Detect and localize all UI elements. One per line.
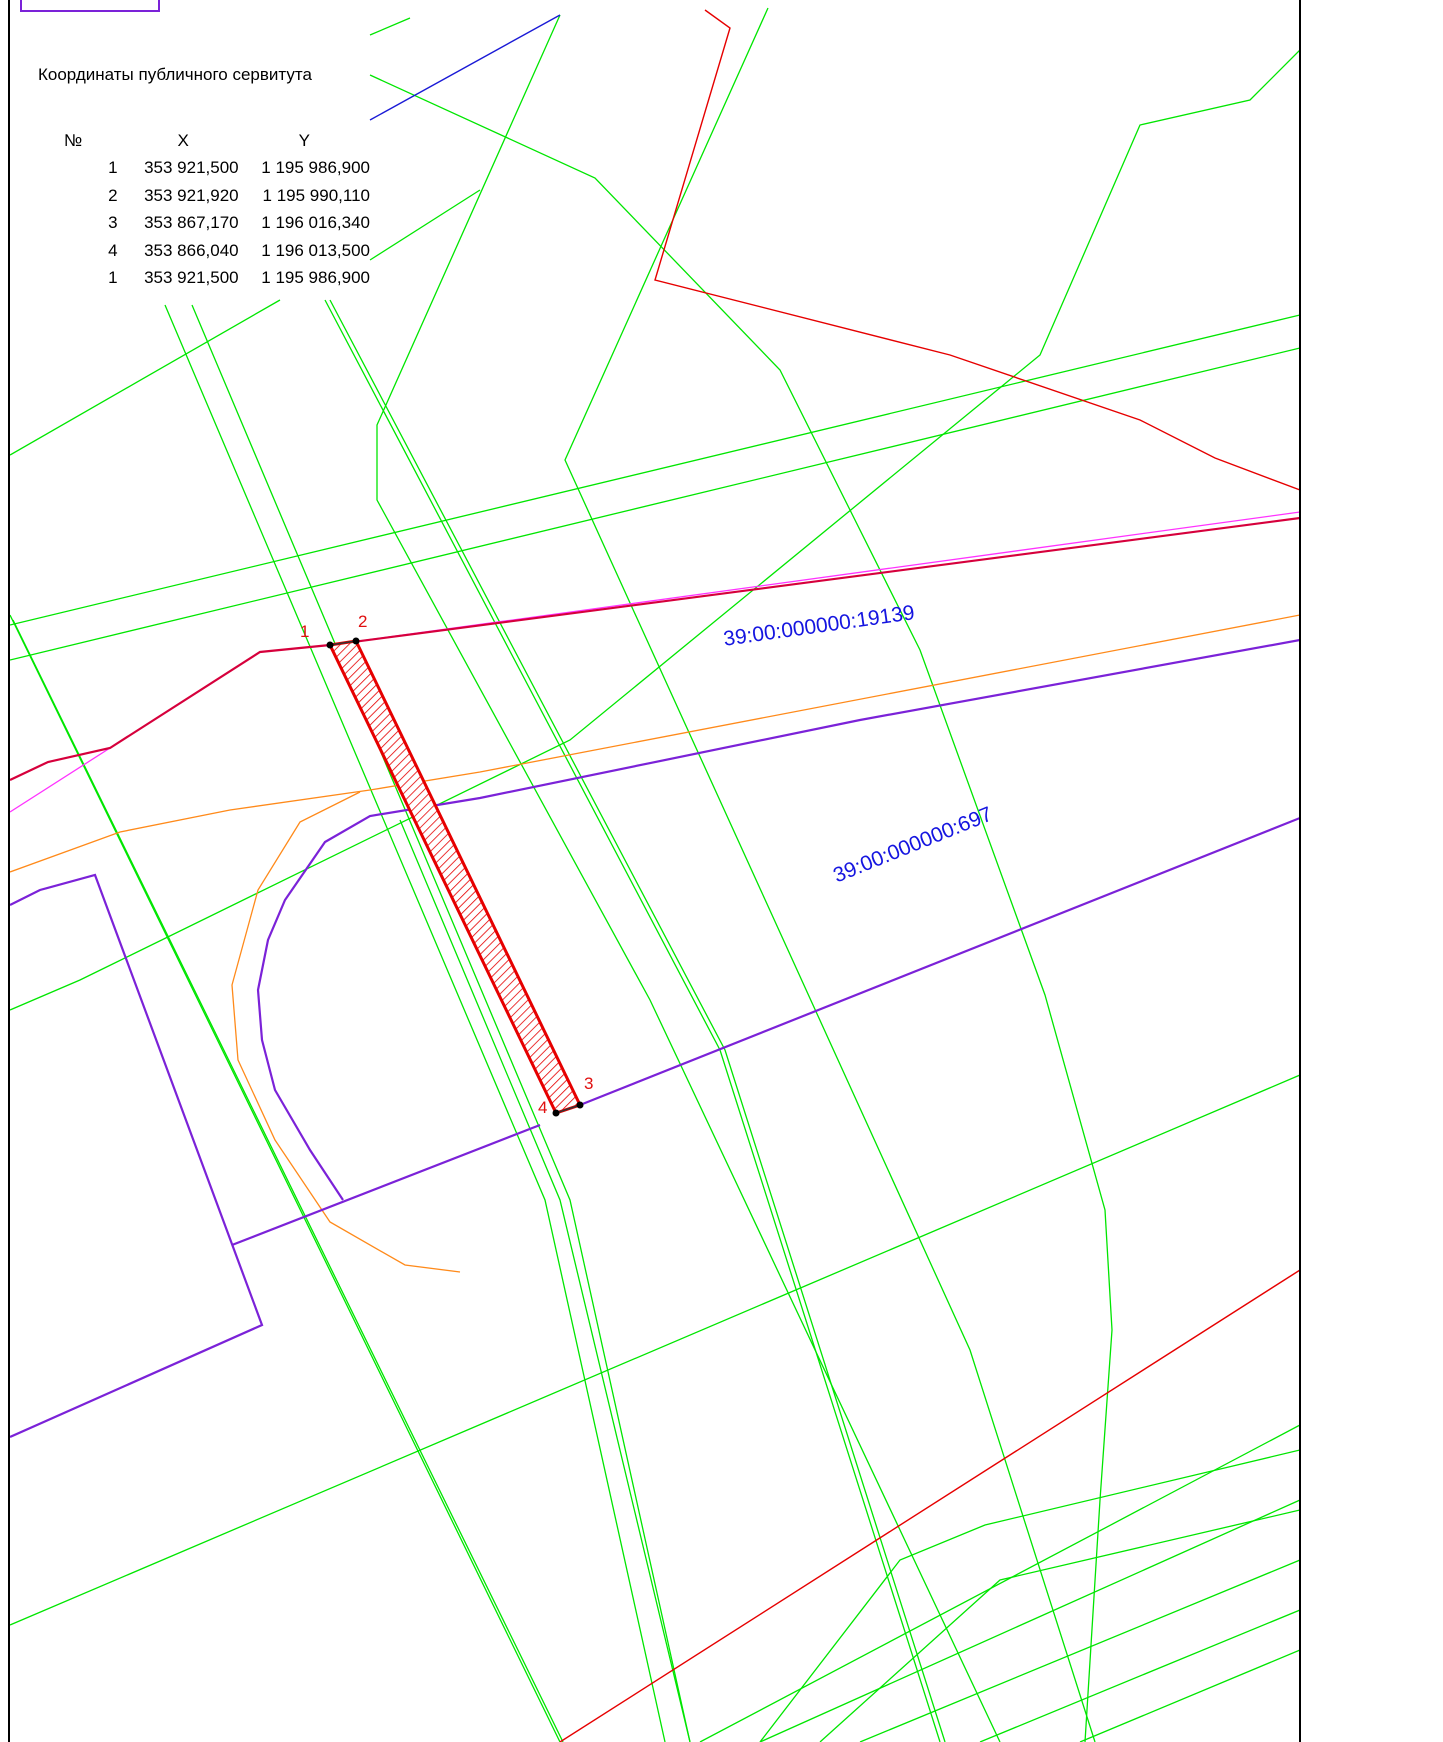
row-y: 1 195 990,110 <box>262 185 370 205</box>
road-edge-lines <box>10 614 1300 1273</box>
vertex-2 <box>352 637 360 645</box>
table-row: 1 353 921,500 1 195 986,900 <box>30 265 370 293</box>
row-x: 353 866,040 <box>144 240 239 260</box>
vertex-label-2: 2 <box>358 612 368 631</box>
row-no: 2 <box>108 185 118 205</box>
parcel-boundary-19139 <box>10 516 1300 781</box>
coordinates-table: № X Y 1 353 921,500 1 195 986,900 2 353 … <box>30 127 370 292</box>
row-x: 353 921,920 <box>144 185 239 205</box>
header-no: № <box>64 130 83 150</box>
row-y: 1 196 013,500 <box>261 240 370 260</box>
header-x: X <box>177 130 189 150</box>
table-row: 2 353 921,920 1 195 990,110 <box>30 182 370 210</box>
legend-swatch <box>20 0 160 12</box>
header-y: Y <box>298 130 310 150</box>
vertex-3 <box>576 1101 584 1109</box>
row-y: 1 195 986,900 <box>261 158 370 178</box>
vertex-label-4: 4 <box>538 1098 548 1117</box>
table-row: 3 353 867,170 1 196 016,340 <box>30 210 370 238</box>
table-row: 1 353 921,500 1 195 986,900 <box>30 155 370 183</box>
red-boundary-lines <box>559 9 1300 1742</box>
row-no: 3 <box>108 213 118 233</box>
servitude-edge-top <box>329 640 357 646</box>
utility-lines <box>10 7 1300 1742</box>
vertex-1 <box>326 641 334 649</box>
coordinates-title: Координаты публичного сервитута <box>38 65 312 84</box>
vertex-4 <box>552 1109 560 1117</box>
table-row: 4 353 866,040 1 196 013,500 <box>30 237 370 265</box>
servitude-edge-bottom <box>555 1104 581 1114</box>
row-y: 1 196 016,340 <box>261 213 370 233</box>
blue-line <box>369 14 561 121</box>
vertex-label-1: 1 <box>300 622 310 641</box>
frame-right-border <box>1299 0 1301 1742</box>
row-no: 1 <box>108 158 118 178</box>
row-no: 1 <box>108 268 118 288</box>
row-x: 353 921,500 <box>144 268 239 288</box>
vertex-label-3: 3 <box>584 1074 594 1093</box>
magenta-line <box>10 511 1300 813</box>
row-y: 1 195 986,900 <box>261 268 370 288</box>
coordinates-header-row: № X Y <box>30 127 370 155</box>
parcel-boundaries <box>10 638 1300 1439</box>
servitude-vertices <box>326 637 584 1117</box>
row-x: 353 867,170 <box>144 213 239 233</box>
row-x: 353 921,500 <box>144 158 239 178</box>
frame-left-border <box>8 0 10 1742</box>
row-no: 4 <box>108 240 118 260</box>
